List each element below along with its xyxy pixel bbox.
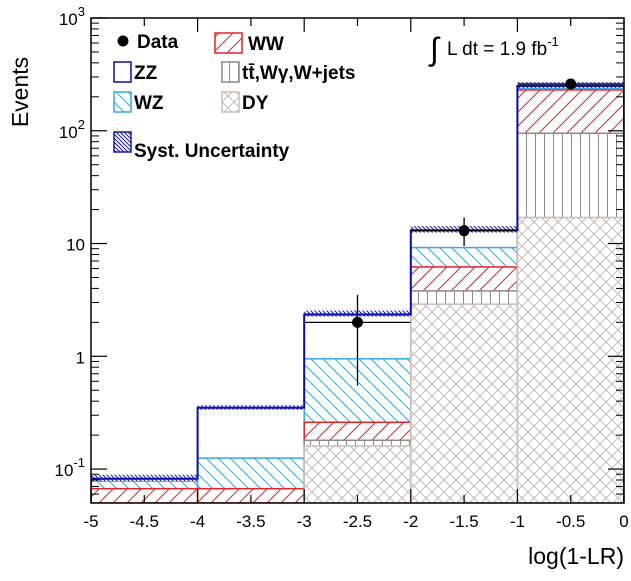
legend-swatch-syst <box>113 131 132 153</box>
x-tick-label-3: -4 <box>190 512 205 531</box>
bar-dy-bin-5 <box>516 216 624 503</box>
legend-label-ww: WW <box>248 34 284 55</box>
x-tick-label-1: -5 <box>83 512 98 531</box>
legend-swatch-zz <box>113 61 132 83</box>
x-tick-label-4: -3.5 <box>236 512 265 531</box>
y-tick-label-1: 10-1 <box>55 455 85 480</box>
x-axis-title: log(1-LR) <box>528 543 624 569</box>
legend-swatch-ww <box>214 32 243 54</box>
legend-swatch-wz <box>113 91 132 113</box>
legend-label-dy: DY <box>242 93 269 114</box>
legend-label-syst: Syst. Uncertainty <box>134 141 290 162</box>
y-tick-label-5: 103 <box>59 4 85 29</box>
y-tick-label-3: 10 <box>66 236 85 255</box>
data-point-1 <box>352 316 363 328</box>
luminosity-text: L dt = 1.9 fb-1 <box>447 34 559 60</box>
x-tick-label-10: -0.5 <box>556 512 585 531</box>
luminosity-exponent: -1 <box>547 34 559 49</box>
integral-sign: ∫ <box>428 31 441 67</box>
legend: Data WW ZZ tt̄,Wγ,W+jets WZ DY Syst. Unc… <box>113 32 355 162</box>
x-tick-label-6: -2.5 <box>343 512 372 531</box>
x-tick-label-9: -1 <box>510 512 525 531</box>
data-points <box>304 78 624 386</box>
data-point-2 <box>458 225 470 237</box>
luminosity-annotation: ∫ L dt = 1.9 fb-1 <box>428 31 559 67</box>
legend-swatch-dy <box>221 91 240 113</box>
bar-dy-bin-4 <box>410 303 519 503</box>
y-tick-label-4: 102 <box>59 117 85 142</box>
x-tick-label-7: -2 <box>403 512 418 531</box>
legend-swatch-ttbar <box>221 61 240 83</box>
legend-marker-data <box>117 35 129 47</box>
bar-dy-bin-3 <box>303 445 412 503</box>
x-tick-label-2: -4.5 <box>130 512 159 531</box>
histogram-stack <box>91 87 624 503</box>
luminosity-value: L dt = 1.9 fb <box>447 39 547 60</box>
y-tick-label-2: 1 <box>76 348 85 367</box>
data-point-3 <box>565 78 577 90</box>
legend-label-wz: WZ <box>134 93 164 114</box>
y-axis-title: Events <box>7 57 33 127</box>
x-tick-label-11: 0 <box>619 512 628 531</box>
axes: -5 -4.5 -4 -3.5 -3 -2.5 -2 -1.5 -1 -0.5 0 10-1 1 10 10… <box>55 4 629 531</box>
legend-label-zz: ZZ <box>134 63 158 84</box>
legend-label-ttbar: tt̄,Wγ,W+jets <box>242 63 355 84</box>
x-tick-label-8: -1.5 <box>449 512 478 531</box>
x-tick-label-5: -3 <box>297 512 312 531</box>
legend-label-data: Data <box>137 32 179 53</box>
